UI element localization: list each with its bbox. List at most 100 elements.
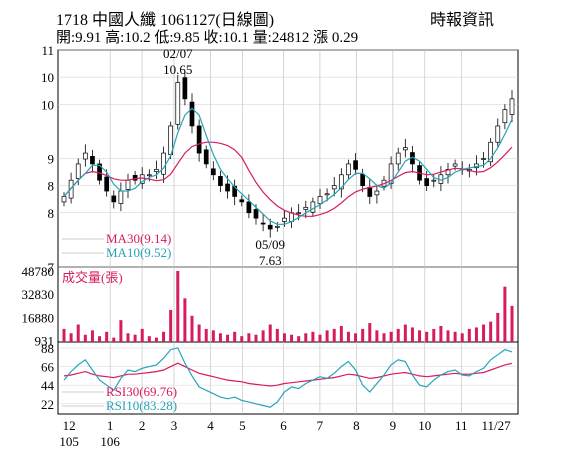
volume-bar xyxy=(361,328,365,342)
volume-bar xyxy=(467,328,471,342)
volume-bar xyxy=(261,330,265,342)
candle-down xyxy=(239,199,245,203)
volume-y-tick-label: 16880 xyxy=(22,310,55,325)
annotation-value: 10.65 xyxy=(163,62,192,77)
price-y-tick-label: 9 xyxy=(48,152,55,167)
source-label: 時報資訊 xyxy=(430,12,495,29)
rsi10-line xyxy=(63,347,513,408)
x-tick-year-label: 105 xyxy=(59,434,79,449)
volume-bar xyxy=(169,309,173,342)
candle-up xyxy=(481,158,486,160)
candle-up xyxy=(175,82,181,125)
volume-bar xyxy=(311,331,315,342)
volume-bar xyxy=(211,330,215,342)
candle-down xyxy=(253,209,259,219)
rsi-y-tick-label: 44 xyxy=(41,378,55,393)
candle-up xyxy=(125,179,131,190)
volume-bar xyxy=(432,328,436,342)
volume-bar xyxy=(83,334,87,342)
annotation-date: 02/07 xyxy=(163,46,193,61)
rsi-y-tick-label: 88 xyxy=(41,341,54,356)
candle-down xyxy=(210,168,216,176)
price-y-tick-label: 7 xyxy=(48,260,55,275)
candle-down xyxy=(132,174,138,181)
candle-up xyxy=(146,174,152,177)
x-tick-label: 5 xyxy=(239,418,246,433)
volume-bar xyxy=(439,325,443,342)
volume-bar xyxy=(218,333,222,342)
volume-bar xyxy=(98,336,102,342)
candle-up xyxy=(502,109,508,124)
volume-bar xyxy=(389,331,393,342)
volume-bar xyxy=(396,328,400,342)
volume-bar xyxy=(339,325,343,342)
rsi-axis-ticks: 88 66 44 22 xyxy=(41,341,55,412)
price-legend: MA30(9.14)MA10(9.52) xyxy=(62,231,171,260)
x-tick-label: 8 xyxy=(353,418,360,433)
volume-bar xyxy=(162,331,166,342)
x-tick-label: 9 xyxy=(390,418,397,433)
candle-down xyxy=(424,178,430,186)
chart-title: 1718 中國人纖 1061127(日線圖) xyxy=(56,12,275,29)
volume-y-tick-label: 32830 xyxy=(22,287,55,302)
legend-entry: RSI10(83.28) xyxy=(106,398,177,413)
volume-bar xyxy=(446,330,450,342)
price-y-tick-label: 8 xyxy=(48,206,55,221)
candle-down xyxy=(360,173,366,186)
annotation-date: 05/09 xyxy=(255,237,285,252)
volume-bar xyxy=(90,330,94,342)
candle-down xyxy=(367,186,373,197)
x-tick-label: 11/27 xyxy=(481,418,511,433)
candle-up xyxy=(139,174,145,184)
candle-up xyxy=(82,152,88,160)
volume-bar xyxy=(354,333,358,342)
volume-bar xyxy=(133,334,137,342)
candle-up xyxy=(374,190,380,196)
volume-bar xyxy=(474,327,478,342)
candle-down xyxy=(189,101,195,127)
candle-up xyxy=(310,201,316,213)
volume-bar xyxy=(226,334,230,342)
x-tick-label: 6 xyxy=(280,418,287,433)
x-tick-label: 12 xyxy=(63,418,76,433)
volume-bar xyxy=(297,336,301,342)
price-y-tick-label: 8 xyxy=(48,179,55,194)
x-tick-label: 11 xyxy=(455,418,468,433)
price-y-tick-label: 10 xyxy=(41,97,54,112)
legend-entry: MA10(9.52) xyxy=(106,245,171,260)
volume-bar xyxy=(496,312,500,342)
annotation-value: 7.63 xyxy=(259,253,282,268)
candle-down xyxy=(260,222,266,225)
candle-up xyxy=(338,174,344,190)
candle-down xyxy=(111,195,117,203)
volume-bar xyxy=(275,328,279,342)
candle-down xyxy=(203,149,209,165)
candle-up xyxy=(346,163,351,176)
ma30-line xyxy=(63,141,513,217)
volume-bar xyxy=(425,331,429,342)
candle-down xyxy=(353,160,358,170)
candle-up xyxy=(282,217,287,222)
volume-bar xyxy=(282,333,286,342)
volume-bar xyxy=(197,324,201,342)
price-axis-ticks: 11 10 10 9 8 8 7 xyxy=(41,43,55,275)
volume-bar xyxy=(140,328,144,342)
volume-bar xyxy=(503,286,507,342)
candle-up xyxy=(431,179,437,182)
volume-bar xyxy=(382,333,386,342)
candle-up xyxy=(303,206,309,210)
volume-axis-ticks: 48780 32830 16880 931 xyxy=(22,264,55,349)
volume-bar xyxy=(247,333,251,342)
candle-up xyxy=(296,212,302,215)
legend-entry: RSI30(69.76) xyxy=(106,384,177,399)
rsi-y-tick-label: 22 xyxy=(41,397,54,412)
volume-bar xyxy=(147,336,151,342)
volume-y-tick-label: 48780 xyxy=(22,264,55,279)
volume-bar xyxy=(183,298,187,342)
volume-bar xyxy=(346,331,350,342)
volume-bar xyxy=(204,328,208,342)
volume-bar xyxy=(453,331,457,342)
